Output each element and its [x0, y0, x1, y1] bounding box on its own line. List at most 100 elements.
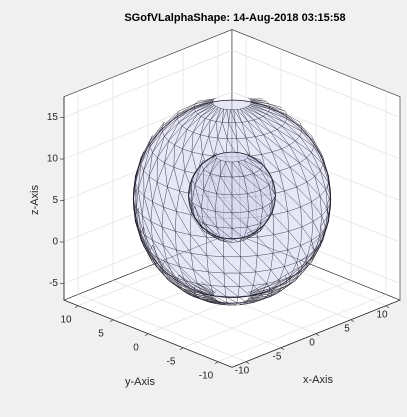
mesh-edge [206, 255, 225, 274]
mesh-edge [205, 118, 211, 121]
mesh-edge [182, 125, 188, 130]
mesh-edge [236, 296, 239, 303]
mesh-edge [306, 152, 312, 159]
mesh-edge [237, 286, 240, 297]
mesh-edge [266, 113, 286, 123]
mesh-edge [197, 296, 202, 299]
mesh-edge [189, 214, 192, 235]
mesh-edge [258, 118, 272, 133]
mesh-edge [194, 184, 204, 191]
mesh-edge [249, 103, 251, 106]
mesh-edge [208, 121, 217, 137]
mesh-edge [260, 164, 264, 170]
mesh-edge [176, 190, 180, 212]
mesh-edge [296, 181, 308, 188]
mesh-edge [161, 226, 176, 232]
mesh-edge [216, 299, 219, 302]
mesh-edge [152, 240, 164, 246]
mesh-edge [289, 262, 297, 278]
mesh-edge [174, 129, 188, 146]
mesh-edge [203, 157, 217, 170]
mesh-edge [149, 146, 153, 153]
mesh-edge [284, 262, 297, 267]
mesh-edge [268, 286, 270, 289]
mesh-edge [325, 189, 331, 203]
mesh-edge [200, 164, 204, 170]
mesh-edge [253, 283, 267, 286]
mesh-edge [255, 271, 267, 284]
mesh-edge [245, 107, 259, 119]
mesh-edge [133, 202, 136, 222]
mesh-edge [208, 271, 225, 274]
mesh-edge [299, 162, 316, 177]
x-tick-mark [280, 347, 285, 350]
mesh-edge [231, 237, 244, 239]
mesh-edge [152, 240, 158, 258]
mesh-edge [225, 241, 233, 243]
mesh-edge [156, 181, 164, 208]
mesh-edge [215, 155, 217, 159]
mesh-edge [306, 157, 321, 171]
mesh-edge [281, 122, 286, 127]
mesh-edge [251, 291, 270, 296]
mesh-edge [313, 239, 324, 257]
mesh-edge [177, 282, 195, 292]
mesh-edge [247, 230, 261, 239]
mesh-edge [295, 136, 300, 142]
mesh-edge [284, 110, 288, 115]
mesh-edge [299, 157, 307, 164]
mesh-edge [301, 256, 315, 272]
mesh-edge [167, 186, 177, 212]
mesh-edge [161, 207, 164, 227]
mesh-edge [250, 288, 270, 294]
mesh-edge [196, 283, 203, 295]
mesh-edge [164, 261, 178, 280]
mesh-edge [269, 106, 287, 116]
mesh-edge [194, 288, 213, 297]
mesh-edge [178, 111, 196, 123]
mesh-edge [261, 154, 280, 172]
mesh-edge [176, 249, 192, 254]
mesh-edge [284, 266, 291, 278]
mesh-edge [231, 161, 239, 163]
mesh-edge [162, 261, 165, 267]
mesh-edge [162, 110, 180, 127]
mesh-edge [247, 223, 261, 228]
mesh-edge [238, 273, 241, 287]
mesh-edge [194, 164, 202, 186]
mesh-edge [193, 269, 209, 273]
mesh-edge [197, 283, 215, 293]
mesh-edge [137, 170, 144, 190]
mesh-edge [243, 176, 261, 191]
mesh-edge [247, 121, 256, 137]
mesh-edge [231, 161, 244, 177]
mesh-edge [203, 155, 216, 170]
z-axis-label: z-Axis [29, 185, 41, 215]
mesh-edge [243, 159, 261, 170]
mesh-edge [156, 162, 165, 183]
mesh-edge [149, 250, 163, 272]
x-tick-label: 10 [376, 309, 388, 320]
mesh-edge [242, 301, 249, 304]
mesh-edge [225, 161, 233, 178]
mesh-edge [269, 108, 287, 116]
mesh-edge [150, 221, 153, 241]
mesh-edge [231, 175, 244, 178]
mesh-edge [311, 195, 321, 203]
mesh-edge [306, 181, 321, 197]
mesh-edge [223, 273, 226, 287]
mesh-edge [268, 275, 286, 287]
mesh-edge [287, 231, 290, 250]
mesh-edge [137, 189, 143, 216]
chart-title: SGofVLalphaShape: 14-Aug-2018 03:15:58 [124, 12, 345, 24]
mesh-edge [236, 302, 242, 305]
mesh-edge [301, 250, 315, 267]
mesh-edge [213, 103, 215, 106]
mesh-edge [262, 113, 267, 117]
mesh-edge [162, 270, 178, 284]
mesh-edge [162, 118, 178, 132]
mesh-edge [319, 215, 322, 235]
mesh-edge [163, 186, 168, 208]
mesh-edge [208, 136, 215, 157]
mesh-edge [245, 299, 248, 302]
